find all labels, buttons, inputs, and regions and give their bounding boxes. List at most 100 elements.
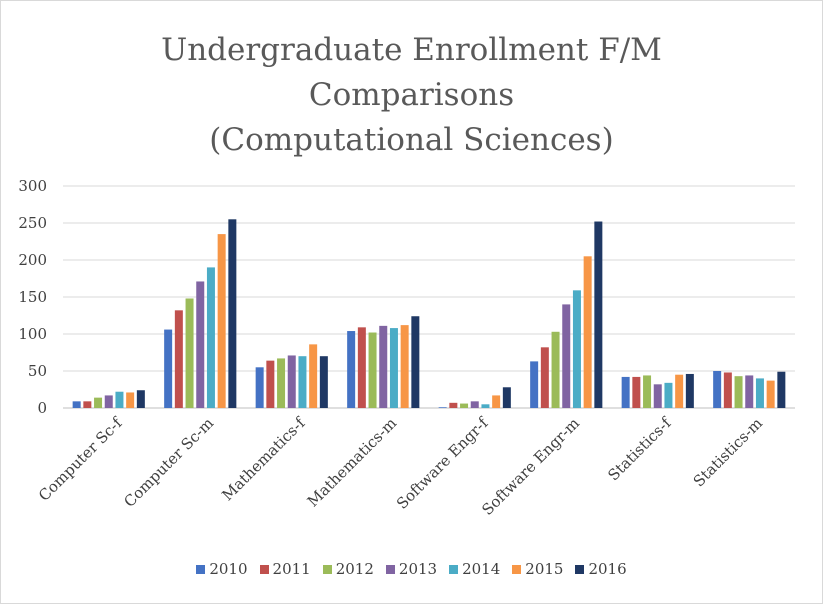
- bar: [83, 401, 92, 408]
- y-tick-label: 0: [37, 399, 47, 417]
- legend-item: 2012: [322, 560, 374, 578]
- legend-label: 2012: [335, 560, 374, 578]
- bar: [196, 281, 205, 408]
- bar: [502, 387, 511, 408]
- legend-swatch: [512, 564, 522, 574]
- bar: [460, 403, 469, 408]
- y-tick-label: 250: [18, 214, 47, 232]
- legend-label: 2013: [398, 560, 438, 578]
- bar: [777, 371, 786, 408]
- bar: [217, 234, 226, 408]
- bar: [379, 325, 388, 408]
- legend-label: 2014: [462, 560, 501, 578]
- chart-title: Undergraduate Enrollment F/M Comparisons…: [0, 28, 823, 163]
- legend-item: 2011: [259, 560, 311, 578]
- bar: [115, 391, 124, 408]
- bar: [540, 347, 549, 408]
- bar: [94, 397, 103, 408]
- y-axis-ticks: 0 50 100 150 200 250 300: [18, 177, 47, 417]
- bar: [583, 256, 592, 408]
- gridlines: [63, 185, 795, 409]
- legend-swatch: [196, 564, 206, 574]
- bar: [492, 395, 501, 408]
- x-tick-label: Software Engr-m: [478, 414, 583, 519]
- legend-label: 2015: [525, 560, 564, 578]
- x-tick-label: Statistics-m: [690, 414, 766, 490]
- legend-label: 2010: [209, 560, 248, 578]
- bar: [572, 290, 581, 408]
- bar: [309, 344, 318, 408]
- x-tick-label: Computer Sc-f: [35, 413, 127, 505]
- legend-item: 2016: [575, 560, 627, 578]
- bar: [319, 356, 328, 408]
- bar: [755, 378, 764, 408]
- legend-swatch: [385, 564, 395, 574]
- bar: [347, 331, 356, 408]
- legend-label: 2016: [588, 560, 627, 578]
- y-tick-label: 50: [28, 362, 47, 380]
- legend-swatch: [322, 564, 332, 574]
- bar: [745, 375, 754, 408]
- legend-item: 2013: [385, 560, 438, 578]
- chart-title-line-3: (Computational Sciences): [209, 122, 614, 158]
- legend-item: 2015: [512, 560, 563, 578]
- y-tick-label: 300: [18, 177, 47, 195]
- bar: [562, 304, 571, 408]
- legend-label: 2011: [272, 560, 311, 578]
- bar: [277, 358, 286, 408]
- bar: [368, 332, 377, 408]
- bar: [675, 374, 684, 408]
- y-tick-label: 150: [18, 288, 47, 306]
- bar: [438, 407, 447, 408]
- bar: [449, 402, 458, 408]
- legend-swatch: [259, 564, 269, 574]
- legend-swatch: [575, 564, 585, 574]
- bar: [481, 404, 490, 408]
- bar: [174, 310, 183, 408]
- bar: [206, 267, 215, 408]
- bar: [734, 376, 743, 408]
- legend-item: 2010: [196, 560, 248, 578]
- bar: [164, 329, 173, 408]
- bar: [653, 384, 662, 408]
- bar: [766, 380, 775, 408]
- bar: [298, 356, 307, 408]
- bar: [621, 376, 630, 408]
- bar: [228, 219, 237, 408]
- bar: [530, 361, 539, 408]
- bar: [470, 401, 479, 408]
- legend-swatch: [449, 564, 459, 574]
- chart-title-line-2: Comparisons: [308, 77, 515, 113]
- bar: [551, 331, 560, 408]
- bar: [255, 367, 264, 408]
- bar: [126, 392, 135, 408]
- bar: [185, 298, 194, 408]
- chart-title-line-1: Undergraduate Enrollment F/M: [161, 32, 662, 68]
- bar: [72, 401, 81, 408]
- x-tick-label: Mathematics-f: [218, 413, 309, 504]
- x-tick-label: Computer Sc-m: [120, 414, 217, 511]
- bar: [713, 371, 722, 408]
- bar: [389, 328, 398, 408]
- bar: [594, 221, 603, 408]
- bar: [357, 327, 366, 408]
- legend-item: 2014: [449, 560, 500, 578]
- bar: [685, 373, 694, 408]
- bar: [266, 360, 275, 408]
- bar: [643, 375, 652, 408]
- bar: [723, 372, 732, 408]
- bars: [72, 219, 786, 408]
- bar: [411, 316, 420, 408]
- bar: [287, 355, 296, 408]
- y-tick-label: 200: [18, 251, 47, 269]
- bar: [664, 382, 673, 408]
- x-tick-label: Statistics-f: [604, 413, 675, 484]
- bar: [632, 376, 641, 408]
- y-tick-label: 100: [18, 325, 47, 343]
- bar: [104, 395, 113, 408]
- bar: [400, 325, 409, 408]
- legend: 2010 2011 2012 2013 2014 2015 2016: [0, 560, 823, 578]
